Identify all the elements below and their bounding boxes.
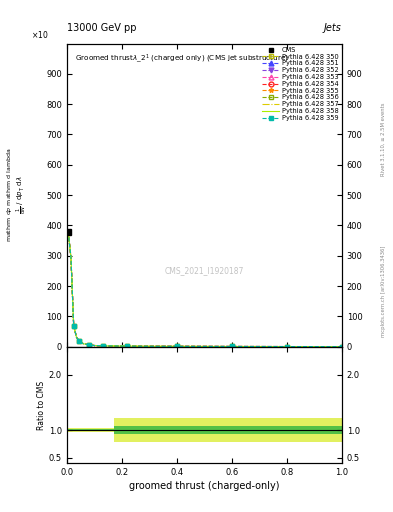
Text: $\times 10$: $\times 10$	[31, 30, 49, 40]
Y-axis label: $\mathrm{mathrm\ d\ N}$: $\mathrm{mathrm\ d\ N}$	[37, 190, 43, 200]
Text: $\frac{1}{\mathrm{d}N}$ / $\mathrm{d}p_\mathrm{T}\ \mathrm{d}\lambda$: $\frac{1}{\mathrm{d}N}$ / $\mathrm{d}p_\…	[15, 175, 29, 214]
Text: 13000 GeV pp: 13000 GeV pp	[67, 23, 136, 33]
Y-axis label: Ratio to CMS: Ratio to CMS	[37, 380, 46, 430]
X-axis label: groomed thrust (charged-only): groomed thrust (charged-only)	[129, 481, 279, 492]
Text: $\mathrm{mathrm\ d}^2N$
$\mathrm{mathrm\ d}p\ \mathrm{mathrm\ d\ lambda}$: $\mathrm{mathrm\ d}^2N$ $\mathrm{mathrm\…	[0, 147, 14, 242]
Text: CMS_2021_I1920187: CMS_2021_I1920187	[165, 266, 244, 275]
Legend: CMS, Pythia 6.428 350, Pythia 6.428 351, Pythia 6.428 352, Pythia 6.428 353, Pyt: CMS, Pythia 6.428 350, Pythia 6.428 351,…	[260, 44, 341, 123]
Text: Jets: Jets	[324, 23, 342, 33]
Text: Rivet 3.1.10, ≥ 2.5M events: Rivet 3.1.10, ≥ 2.5M events	[381, 102, 386, 176]
Text: mcplots.cern.ch [arXiv:1306.3436]: mcplots.cern.ch [arXiv:1306.3436]	[381, 246, 386, 337]
Text: Groomed thrust$\lambda\_2^1$ (charged only) (CMS jet substructure): Groomed thrust$\lambda\_2^1$ (charged on…	[75, 53, 289, 66]
